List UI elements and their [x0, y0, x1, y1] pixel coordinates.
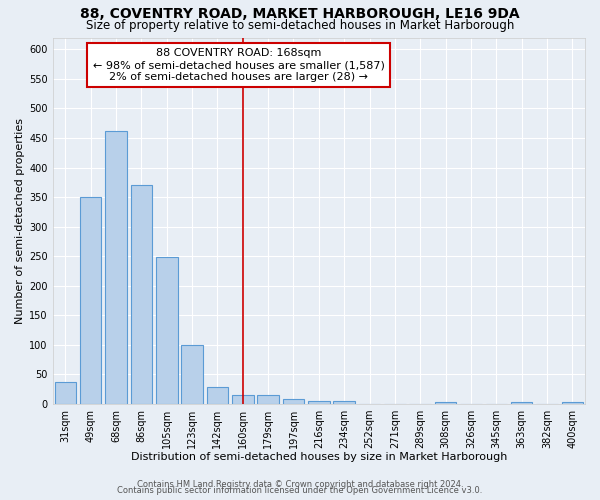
Bar	[435, 402, 457, 404]
Bar	[55, 382, 76, 404]
Bar	[283, 399, 304, 404]
Text: Contains public sector information licensed under the Open Government Licence v3: Contains public sector information licen…	[118, 486, 482, 495]
Bar	[257, 395, 279, 404]
Bar	[308, 401, 329, 404]
Bar	[511, 402, 532, 404]
Text: 88 COVENTRY ROAD: 168sqm
← 98% of semi-detached houses are smaller (1,587)
2% of: 88 COVENTRY ROAD: 168sqm ← 98% of semi-d…	[93, 48, 385, 82]
Bar	[181, 345, 203, 404]
Bar	[206, 388, 228, 404]
Bar	[562, 402, 583, 404]
Text: 88, COVENTRY ROAD, MARKET HARBOROUGH, LE16 9DA: 88, COVENTRY ROAD, MARKET HARBOROUGH, LE…	[80, 8, 520, 22]
Text: Size of property relative to semi-detached houses in Market Harborough: Size of property relative to semi-detach…	[86, 18, 514, 32]
Bar	[156, 258, 178, 404]
Bar	[105, 132, 127, 404]
Y-axis label: Number of semi-detached properties: Number of semi-detached properties	[15, 118, 25, 324]
Text: Contains HM Land Registry data © Crown copyright and database right 2024.: Contains HM Land Registry data © Crown c…	[137, 480, 463, 489]
Bar	[80, 197, 101, 404]
Bar	[232, 395, 254, 404]
X-axis label: Distribution of semi-detached houses by size in Market Harborough: Distribution of semi-detached houses by …	[131, 452, 507, 462]
Bar	[131, 184, 152, 404]
Bar	[334, 401, 355, 404]
